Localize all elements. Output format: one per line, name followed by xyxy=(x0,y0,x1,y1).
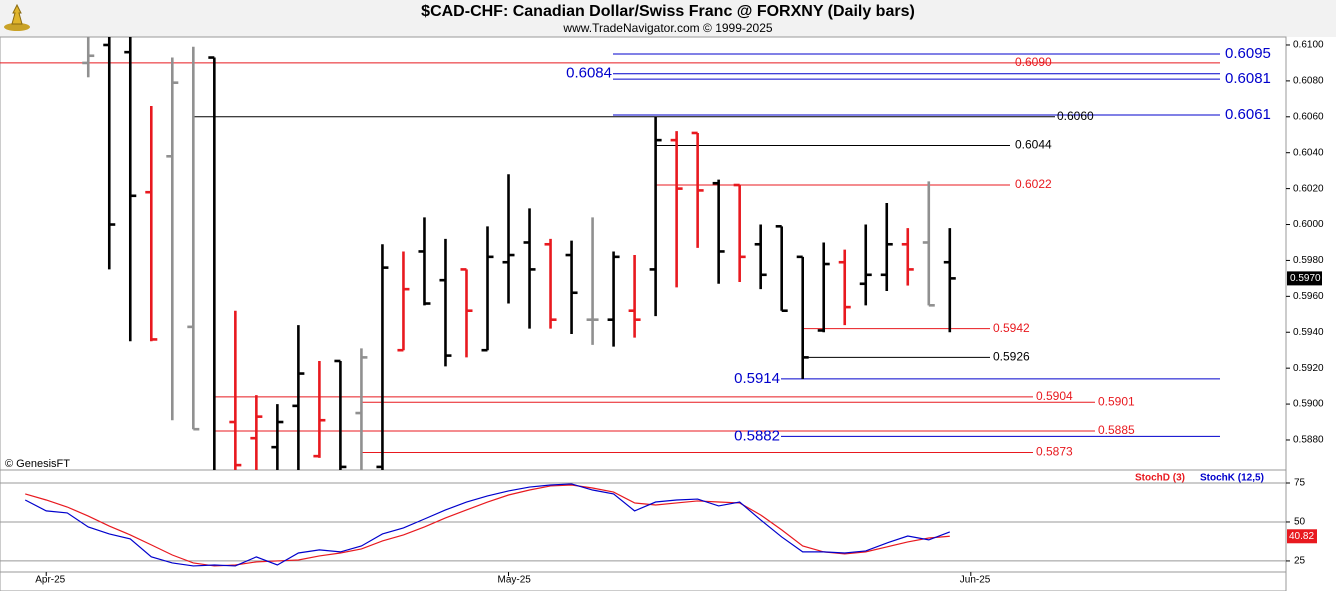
stoch-tag xyxy=(1287,529,1317,544)
level-label: 0.5873 xyxy=(1036,445,1073,459)
legend-entry: StochK (12,5) xyxy=(1200,473,1264,484)
stoch-plot xyxy=(0,483,1286,567)
level-label: 0.6095 xyxy=(1225,45,1271,62)
y-tick-label: 0.6100 xyxy=(1293,40,1324,51)
y-tick-label: 0.5940 xyxy=(1293,327,1324,338)
stoch-line xyxy=(24,483,951,567)
last-price-label: 0.5970 xyxy=(1290,273,1321,284)
y-tick-label: 0.6020 xyxy=(1293,183,1324,194)
level-label: 0.5904 xyxy=(1036,389,1073,403)
axes: 0.5880 0.5900 0.5920 0.5940 0.5960 0.5980 0.60… xyxy=(35,40,1324,586)
y-tick-label: 0.5960 xyxy=(1293,291,1324,302)
legend-entry: StochD (3) xyxy=(1135,473,1185,484)
x-tick-label: Apr-25 xyxy=(35,575,65,586)
stoch-line xyxy=(25,484,950,567)
level-label: 0.5942 xyxy=(993,321,1030,335)
y-tick-label: 0.6060 xyxy=(1293,111,1324,122)
y-tick-label: 0.6080 xyxy=(1293,76,1324,87)
y-tick-label: 0.6040 xyxy=(1293,147,1324,158)
header-band xyxy=(0,0,1336,37)
level-label: 0.6081 xyxy=(1225,70,1271,87)
level-label: 0.6044 xyxy=(1015,138,1052,152)
chart-subtitle: www.TradeNavigator.com © 1999-2025 xyxy=(562,21,772,35)
y-tick-label: 25 xyxy=(1294,556,1306,567)
stoch-pane xyxy=(0,482,1287,573)
credit: © GenesisFT xyxy=(5,458,70,470)
level-label: 0.5926 xyxy=(993,350,1030,364)
pane-separator xyxy=(0,469,1287,484)
y-tick-label: 0.6000 xyxy=(1293,219,1324,230)
logo xyxy=(4,3,30,31)
y-tick-label: 0.5900 xyxy=(1293,399,1324,410)
level-label: 0.5914 xyxy=(734,370,780,387)
y-tick-label: 0.5920 xyxy=(1293,363,1324,374)
x-tick-label: Jun-25 xyxy=(960,575,991,586)
level-label: 0.5882 xyxy=(734,427,780,444)
level-label: 0.5885 xyxy=(1098,423,1135,437)
level-label: 0.6084 xyxy=(566,65,612,82)
level-label: 0.6022 xyxy=(1015,177,1052,191)
level-label: 0.6061 xyxy=(1225,106,1271,123)
level-label: 0.5901 xyxy=(1098,394,1135,408)
level-label: 0.6060 xyxy=(1057,109,1094,123)
y-tick-label: 0.5880 xyxy=(1293,435,1324,446)
stoch-tag-label: 40.82 xyxy=(1289,531,1314,542)
last-price-tag xyxy=(1287,271,1322,286)
x-axis-strip xyxy=(0,571,1287,591)
y-tick-label: 75 xyxy=(1294,478,1306,489)
x-tick-label: May-25 xyxy=(498,575,532,586)
level-label: 0.6090 xyxy=(1015,55,1052,69)
y-tick-label: 0.5980 xyxy=(1293,255,1324,266)
price-plot: 0.6095 0.6090 0.6084 0.6081 0.6061 0.6060 0.60… xyxy=(0,37,1271,470)
chart-title: $CAD-CHF: Canadian Dollar/Swiss Franc @ … xyxy=(421,3,915,20)
y-tick-label: 50 xyxy=(1294,517,1306,528)
